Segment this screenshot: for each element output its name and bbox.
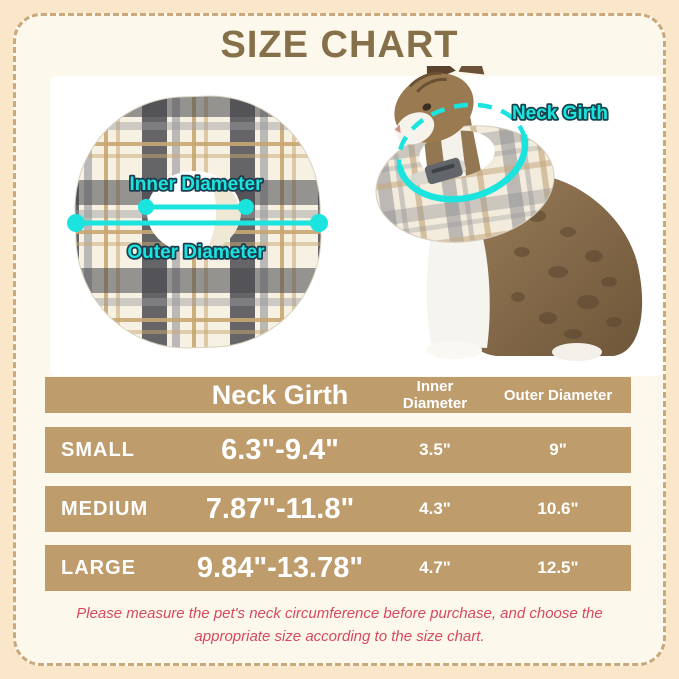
neck-girth-label: Neck Girth (512, 103, 608, 124)
outer-diameter-value: 9" (549, 440, 567, 459)
cat-front-legs (426, 231, 490, 348)
inner-diameter-value: 4.7" (419, 558, 451, 577)
header-outer-diameter: Outer Diameter (503, 386, 613, 404)
cat-front-paw (426, 341, 482, 359)
neck-girth-value: 7.87"-11.8" (205, 492, 355, 525)
outer-diameter-endpoint (310, 214, 328, 232)
header-inner-diameter: Inner Diameter (402, 378, 468, 412)
outer-diameter-value: 12.5" (537, 558, 579, 577)
measurement-note: Please measure the pet's neck circumfere… (40, 602, 639, 648)
size-label: LARGE (61, 556, 136, 579)
inner-diameter-value: 4.3" (419, 499, 451, 518)
collar-buckle (410, 157, 467, 186)
table-row-large: LARGE 9.84"-13.78" 4.7" 12.5" (45, 545, 631, 591)
collar-diagram: Inner Diameter Outer Diameter (58, 86, 338, 378)
neck-girth-value: 9.84"-13.78" (196, 551, 364, 584)
inner-diameter-label: Inner Diameter (129, 174, 263, 195)
neck-girth-solid-arc (396, 133, 529, 203)
outer-diameter-endpoint (67, 214, 85, 232)
note-line-2: appropriate size according to the size c… (194, 628, 485, 645)
neck-girth-value: 6.3"-9.4" (221, 433, 339, 466)
table-row-small: SMALL 6.3"-9.4" 3.5" 9" (45, 427, 631, 473)
inner-diameter-endpoint (238, 199, 254, 215)
size-label: SMALL (61, 438, 135, 461)
page-title: SIZE CHART (220, 24, 459, 66)
collar-donut (58, 86, 338, 378)
size-table: Neck Girth Inner Diameter Outer Diameter… (45, 377, 631, 604)
cat-nose (394, 124, 401, 134)
size-label: MEDIUM (61, 497, 149, 520)
outer-diameter-label: Outer Diameter (127, 242, 265, 263)
cat-figure: Neck Girth (372, 66, 643, 361)
cat-hind-paw (552, 343, 602, 361)
size-table-header-row: Neck Girth Inner Diameter Outer Diameter (45, 377, 631, 413)
note-line-1: Please measure the pet's neck circumfere… (76, 605, 603, 622)
outer-diameter-value: 10.6" (537, 499, 579, 518)
inner-diameter-endpoint (138, 199, 154, 215)
cat-eye (422, 103, 432, 111)
table-row-medium: MEDIUM 7.87"-11.8" 4.3" 10.6" (45, 486, 631, 532)
inner-diameter-value: 3.5" (419, 440, 451, 459)
cat-ear (458, 66, 485, 75)
header-neck-girth: Neck Girth (211, 379, 349, 410)
